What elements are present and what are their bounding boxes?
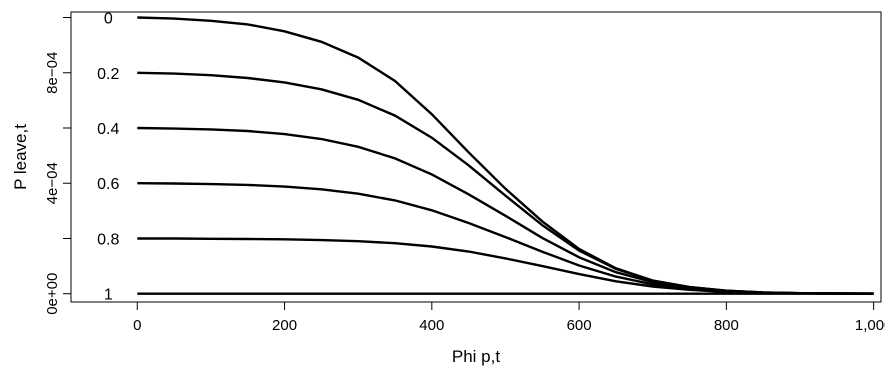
plot-frame [70,11,882,303]
y-tick-label: 0e+00 [44,273,61,315]
curves [137,16,874,295]
x-tick-label: 200 [272,317,297,334]
y-axis-title: P leave,t [11,124,30,190]
series-label: 0.2 [97,66,119,83]
x-tick-label: 800 [714,317,739,334]
series-line [137,237,874,295]
series-line [137,16,874,295]
series-label: 1 [104,287,113,304]
x-tick-label: 0 [133,317,141,334]
series-labels: 0 0.2 0.4 0.6 0.8 1 [97,11,119,304]
y-tick-label: 4e−04 [44,162,61,204]
series-line [137,126,874,295]
series-label: 0.6 [97,176,119,193]
x-axis-title: Phi p,t [452,347,500,366]
series-label: 0.4 [97,121,119,138]
x-tick-label: 600 [567,317,592,334]
series-label: 0 [104,11,113,28]
x-tick-label: 1,000 [855,317,885,334]
x-tick-label: 400 [419,317,444,334]
series-label: 0.8 [97,231,119,248]
series-line [137,71,874,295]
x-axis: 0 200 400 600 800 1,000 [133,301,885,334]
y-tick-label: 8e−04 [44,52,61,94]
y-axis: 0e+00 4e−04 8e−04 [44,17,72,315]
